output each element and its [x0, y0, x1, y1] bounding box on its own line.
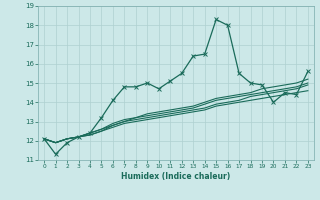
- X-axis label: Humidex (Indice chaleur): Humidex (Indice chaleur): [121, 172, 231, 181]
